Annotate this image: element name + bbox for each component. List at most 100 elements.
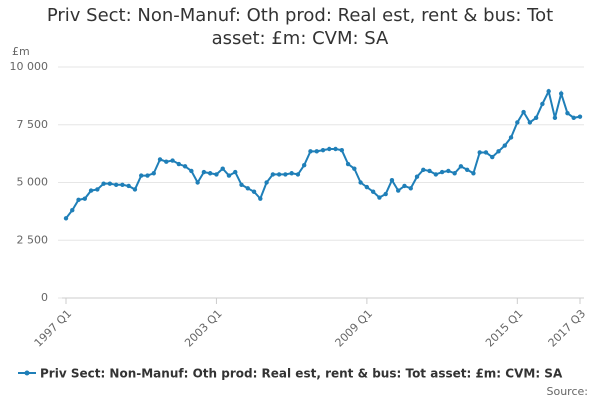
data-point — [258, 196, 263, 201]
chart-title: Priv Sect: Non-Manuf: Oth prod: Real est… — [46, 5, 554, 49]
data-point — [63, 216, 69, 221]
data-point — [408, 186, 413, 191]
data-point — [270, 172, 276, 177]
data-point — [327, 146, 332, 152]
data-point — [352, 166, 357, 171]
data-point — [214, 172, 219, 177]
data-point — [301, 162, 307, 168]
data-point — [320, 147, 326, 153]
data-point — [151, 171, 156, 176]
data-point — [170, 158, 175, 163]
data-point — [396, 188, 401, 193]
data-point — [558, 91, 564, 96]
x-tick-label: 2017 Q3 — [546, 307, 589, 350]
legend-marker — [24, 370, 30, 376]
data-point — [251, 189, 257, 194]
data-point — [314, 149, 319, 154]
data-point — [515, 120, 520, 125]
source: Source: — [547, 385, 589, 398]
data-point — [70, 208, 75, 213]
data-point — [389, 177, 395, 183]
data-point — [452, 171, 457, 176]
y-tick-label: 2 500 — [17, 233, 49, 246]
data-point — [546, 89, 551, 94]
data-point — [377, 195, 382, 200]
data-point — [283, 172, 288, 177]
data-point — [402, 183, 407, 189]
data-point — [364, 184, 370, 190]
data-point — [496, 149, 501, 154]
data-point — [308, 149, 313, 154]
data-point — [464, 167, 470, 172]
data-point — [220, 166, 225, 171]
data-point — [458, 164, 464, 169]
data-point — [195, 180, 200, 185]
data-point — [76, 197, 81, 203]
data-point — [233, 169, 238, 175]
data-point — [120, 182, 125, 188]
data-point — [421, 167, 426, 172]
data-point — [345, 161, 351, 167]
data-point — [126, 183, 131, 189]
data-point — [245, 186, 250, 191]
data-point — [521, 109, 526, 115]
data-point — [164, 159, 169, 164]
data-point — [439, 169, 445, 175]
data-point — [471, 171, 476, 176]
data-point — [113, 182, 119, 188]
data-point — [383, 191, 388, 197]
x-tick-label: 2015 Q1 — [483, 307, 526, 350]
data-point — [201, 169, 207, 175]
data-point — [182, 164, 188, 169]
data-point — [276, 172, 282, 177]
data-point — [577, 114, 583, 119]
data-point — [82, 196, 88, 201]
y-tick-label: 7 500 — [17, 118, 49, 131]
data-point — [477, 150, 482, 155]
data-point — [565, 111, 570, 116]
y-axis-label: £m — [12, 45, 30, 58]
data-point — [339, 147, 345, 153]
y-tick-label: 5 000 — [17, 176, 49, 189]
data-point — [289, 171, 294, 176]
data-point — [433, 172, 439, 177]
data-point — [527, 120, 533, 125]
x-tick-label: 2009 Q1 — [333, 307, 376, 350]
x-tick-label: 2003 Q1 — [182, 307, 225, 350]
data-point — [446, 168, 451, 174]
data-point — [132, 187, 138, 192]
data-point — [176, 161, 182, 167]
legend-label: Priv Sect: Non-Manuf: Oth prod: Real est… — [40, 367, 563, 381]
data-point — [226, 173, 232, 178]
data-point — [101, 181, 106, 186]
data-point — [207, 171, 213, 176]
data-point — [333, 146, 338, 152]
data-point — [502, 143, 507, 148]
y-tick-label: 10 000 — [10, 60, 49, 73]
data-point — [145, 173, 150, 178]
data-point — [295, 172, 301, 177]
data-point — [264, 180, 269, 185]
data-line — [65, 88, 581, 219]
data-point — [508, 135, 514, 140]
data-point — [239, 182, 244, 188]
data-point — [552, 115, 558, 121]
data-point — [139, 173, 144, 178]
data-point — [157, 157, 163, 162]
data-point — [370, 189, 376, 194]
data-point — [107, 181, 113, 186]
y-tick-label: 0 — [41, 291, 48, 304]
data-point — [540, 101, 545, 107]
data-point — [189, 168, 194, 174]
data-point — [88, 188, 94, 193]
data-point — [533, 115, 539, 121]
data-point — [414, 174, 420, 179]
x-tick-label: 1997 Q1 — [32, 307, 75, 350]
data-point — [358, 180, 363, 185]
data-point — [95, 187, 100, 192]
data-point — [571, 115, 576, 121]
data-point — [427, 168, 432, 174]
data-point — [483, 150, 489, 155]
